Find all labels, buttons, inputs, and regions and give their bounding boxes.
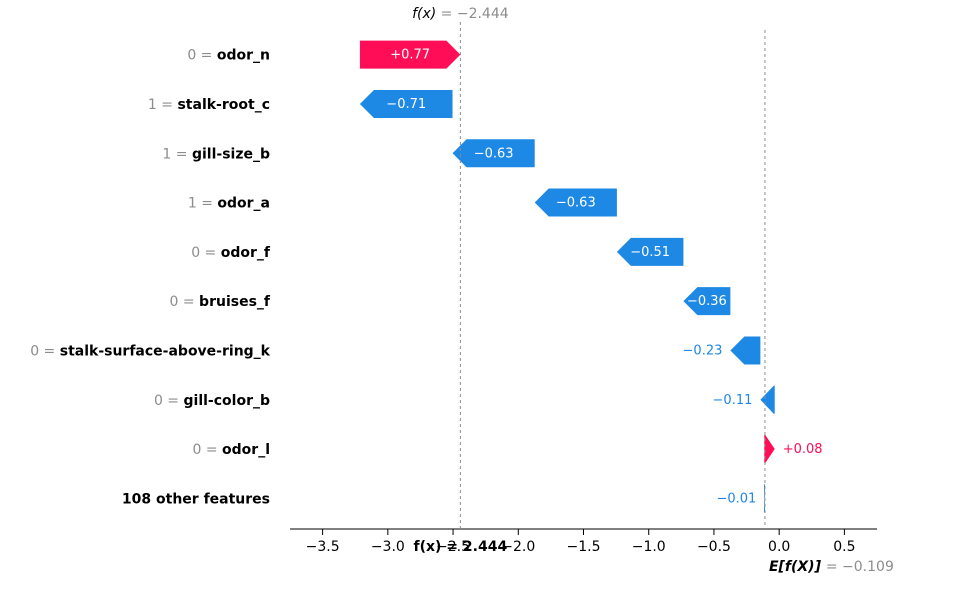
shap-value: −0.71 xyxy=(386,97,426,112)
feature-label: 0 = odor_f xyxy=(191,245,271,261)
x-tick-label: 0.5 xyxy=(833,539,855,555)
shap-bar xyxy=(764,435,774,463)
shap-value: −0.36 xyxy=(687,294,727,309)
shap-bar xyxy=(760,386,774,414)
feature-label: 0 = bruises_f xyxy=(170,294,271,310)
x-tick-label: −3.5 xyxy=(306,539,340,555)
feature-label: 1 = gill-size_b xyxy=(162,146,270,162)
fx-annotation: f(x) = −2.444 xyxy=(412,6,509,22)
shap-value: −0.51 xyxy=(630,245,670,260)
feature-label: 0 = odor_n xyxy=(187,48,270,64)
shap-value: −0.11 xyxy=(713,393,753,408)
shap-value: −0.63 xyxy=(556,196,596,211)
x-tick-label: −1.0 xyxy=(632,539,666,555)
x-tick-label: −3.0 xyxy=(371,539,405,555)
x-tick-label: −0.5 xyxy=(697,539,731,555)
feature-label: 0 = stalk-surface-above-ring_k xyxy=(30,343,270,359)
feature-label: 1 = stalk-root_c xyxy=(148,97,270,113)
shap-waterfall-chart: +0.77 0 = odor_n −0.71 1 = stalk-root_c −0.6… xyxy=(0,0,957,593)
shap-value: +0.77 xyxy=(390,48,430,63)
x-tick-label: 0.0 xyxy=(768,539,790,555)
x-tick-label: −1.5 xyxy=(567,539,601,555)
chart-svg: +0.77 0 = odor_n −0.71 1 = stalk-root_c −0.6… xyxy=(0,0,957,593)
fx-axis-overlap-label: f(x) = 2.444 xyxy=(414,539,508,555)
efx-annotation: E[f(X)] = −0.109 xyxy=(769,559,894,575)
shap-value: −0.01 xyxy=(716,491,756,506)
feature-label: 1 = odor_a xyxy=(188,196,270,212)
shap-value: −0.63 xyxy=(474,146,514,161)
feature-label: 108 other features xyxy=(122,491,270,507)
shap-bar xyxy=(730,336,760,364)
feature-label: 0 = gill-color_b xyxy=(154,393,270,409)
shap-value: +0.08 xyxy=(783,442,823,457)
feature-label: 0 = odor_l xyxy=(192,442,270,458)
shap-value: −0.23 xyxy=(683,343,723,358)
